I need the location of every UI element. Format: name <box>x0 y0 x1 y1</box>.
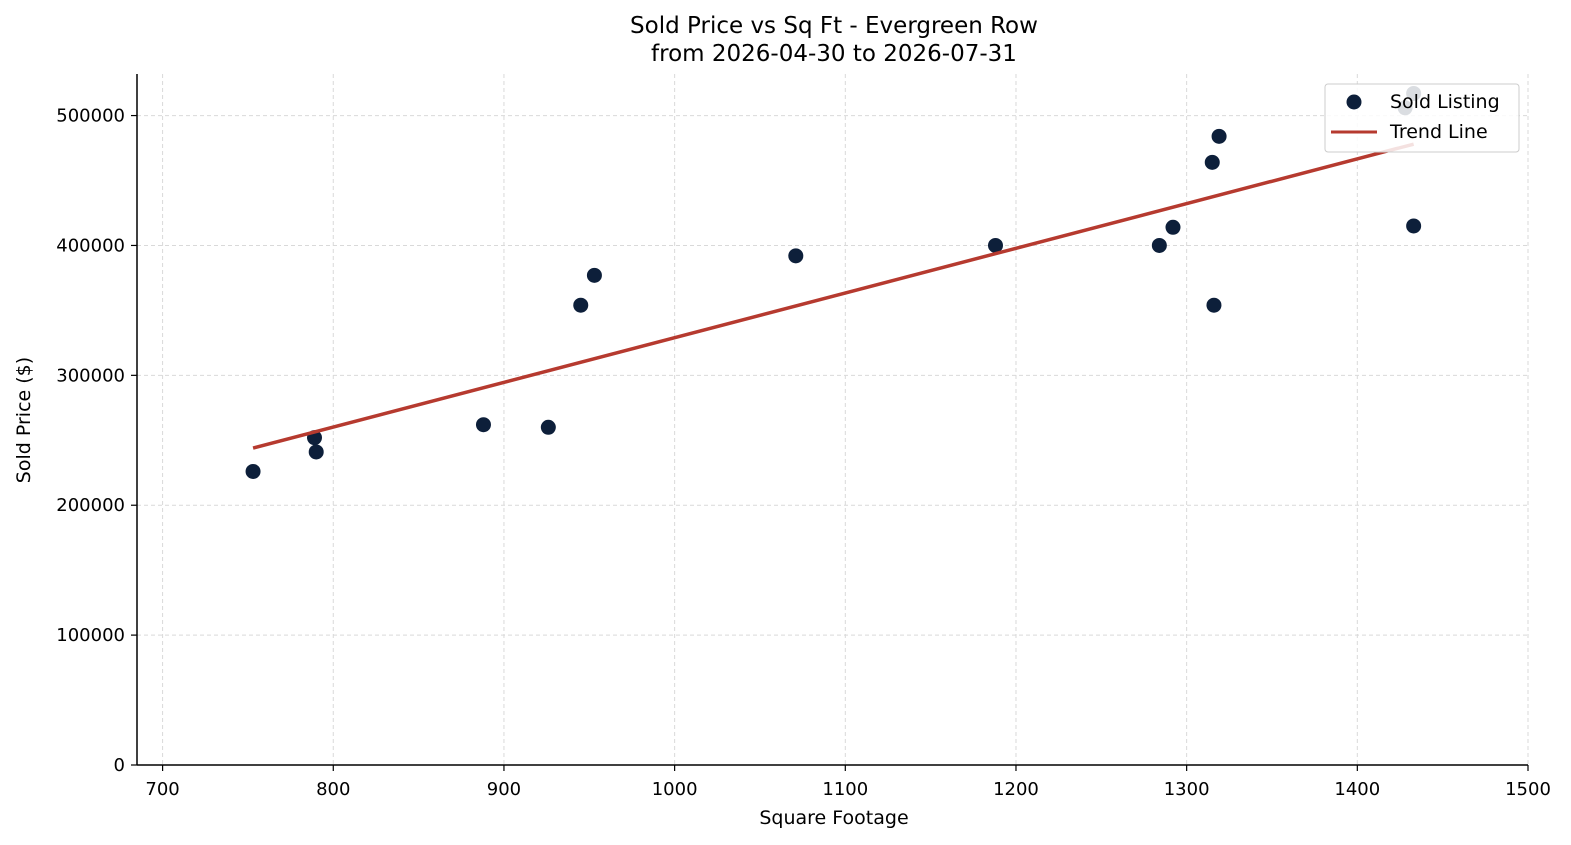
data-point <box>1206 297 1222 313</box>
data-point <box>308 444 324 460</box>
data-point <box>540 419 556 435</box>
data-point <box>573 297 589 313</box>
x-tick-label: 1500 <box>1505 779 1551 800</box>
x-tick-label: 1200 <box>993 779 1039 800</box>
y-tick-label: 500000 <box>56 106 125 127</box>
x-tick-label: 1000 <box>652 779 698 800</box>
legend-label-sold-listing: Sold Listing <box>1390 91 1500 113</box>
data-point <box>1151 237 1167 253</box>
x-tick-label: 900 <box>487 779 521 800</box>
x-axis-label: Square Footage <box>759 807 908 829</box>
data-point <box>1406 218 1422 234</box>
tick-labels: 700 800 900 1000 1100 1200 1300 1400 1500 0 100000… <box>56 106 1551 800</box>
data-point <box>245 463 261 479</box>
x-tick-label: 1100 <box>822 779 868 800</box>
legend-box <box>1324 83 1520 153</box>
grid-lines <box>137 74 1529 766</box>
chart-subtitle: from 2026-04-30 to 2026-07-31 <box>651 41 1017 67</box>
data-point <box>586 267 602 283</box>
data-point <box>987 237 1003 253</box>
data-point <box>1211 128 1227 144</box>
legend-label-trend-line: Trend Line <box>1389 121 1488 143</box>
x-tick-label: 1400 <box>1334 779 1380 800</box>
y-tick-label: 100000 <box>56 625 125 646</box>
x-tick-label: 1300 <box>1164 779 1210 800</box>
legend-marker-sold-listing <box>1346 94 1362 110</box>
x-tick-label: 700 <box>145 779 179 800</box>
trend-line <box>252 142 1415 450</box>
x-tick-label: 800 <box>316 779 350 800</box>
legend: Sold Listing Trend Line <box>1324 83 1520 153</box>
y-tick-label: 200000 <box>56 495 125 516</box>
chart-title: Sold Price vs Sq Ft - Evergreen Row <box>630 13 1038 39</box>
y-axis-label: Sold Price ($) <box>13 357 35 483</box>
data-point <box>788 248 804 264</box>
plot-area <box>245 85 1422 479</box>
data-point <box>1204 154 1220 170</box>
axes <box>131 74 1529 771</box>
y-tick-label: 400000 <box>56 235 125 256</box>
y-tick-label: 0 <box>114 755 125 776</box>
data-point <box>475 417 491 433</box>
y-tick-label: 300000 <box>56 365 125 386</box>
data-point <box>1165 219 1181 235</box>
